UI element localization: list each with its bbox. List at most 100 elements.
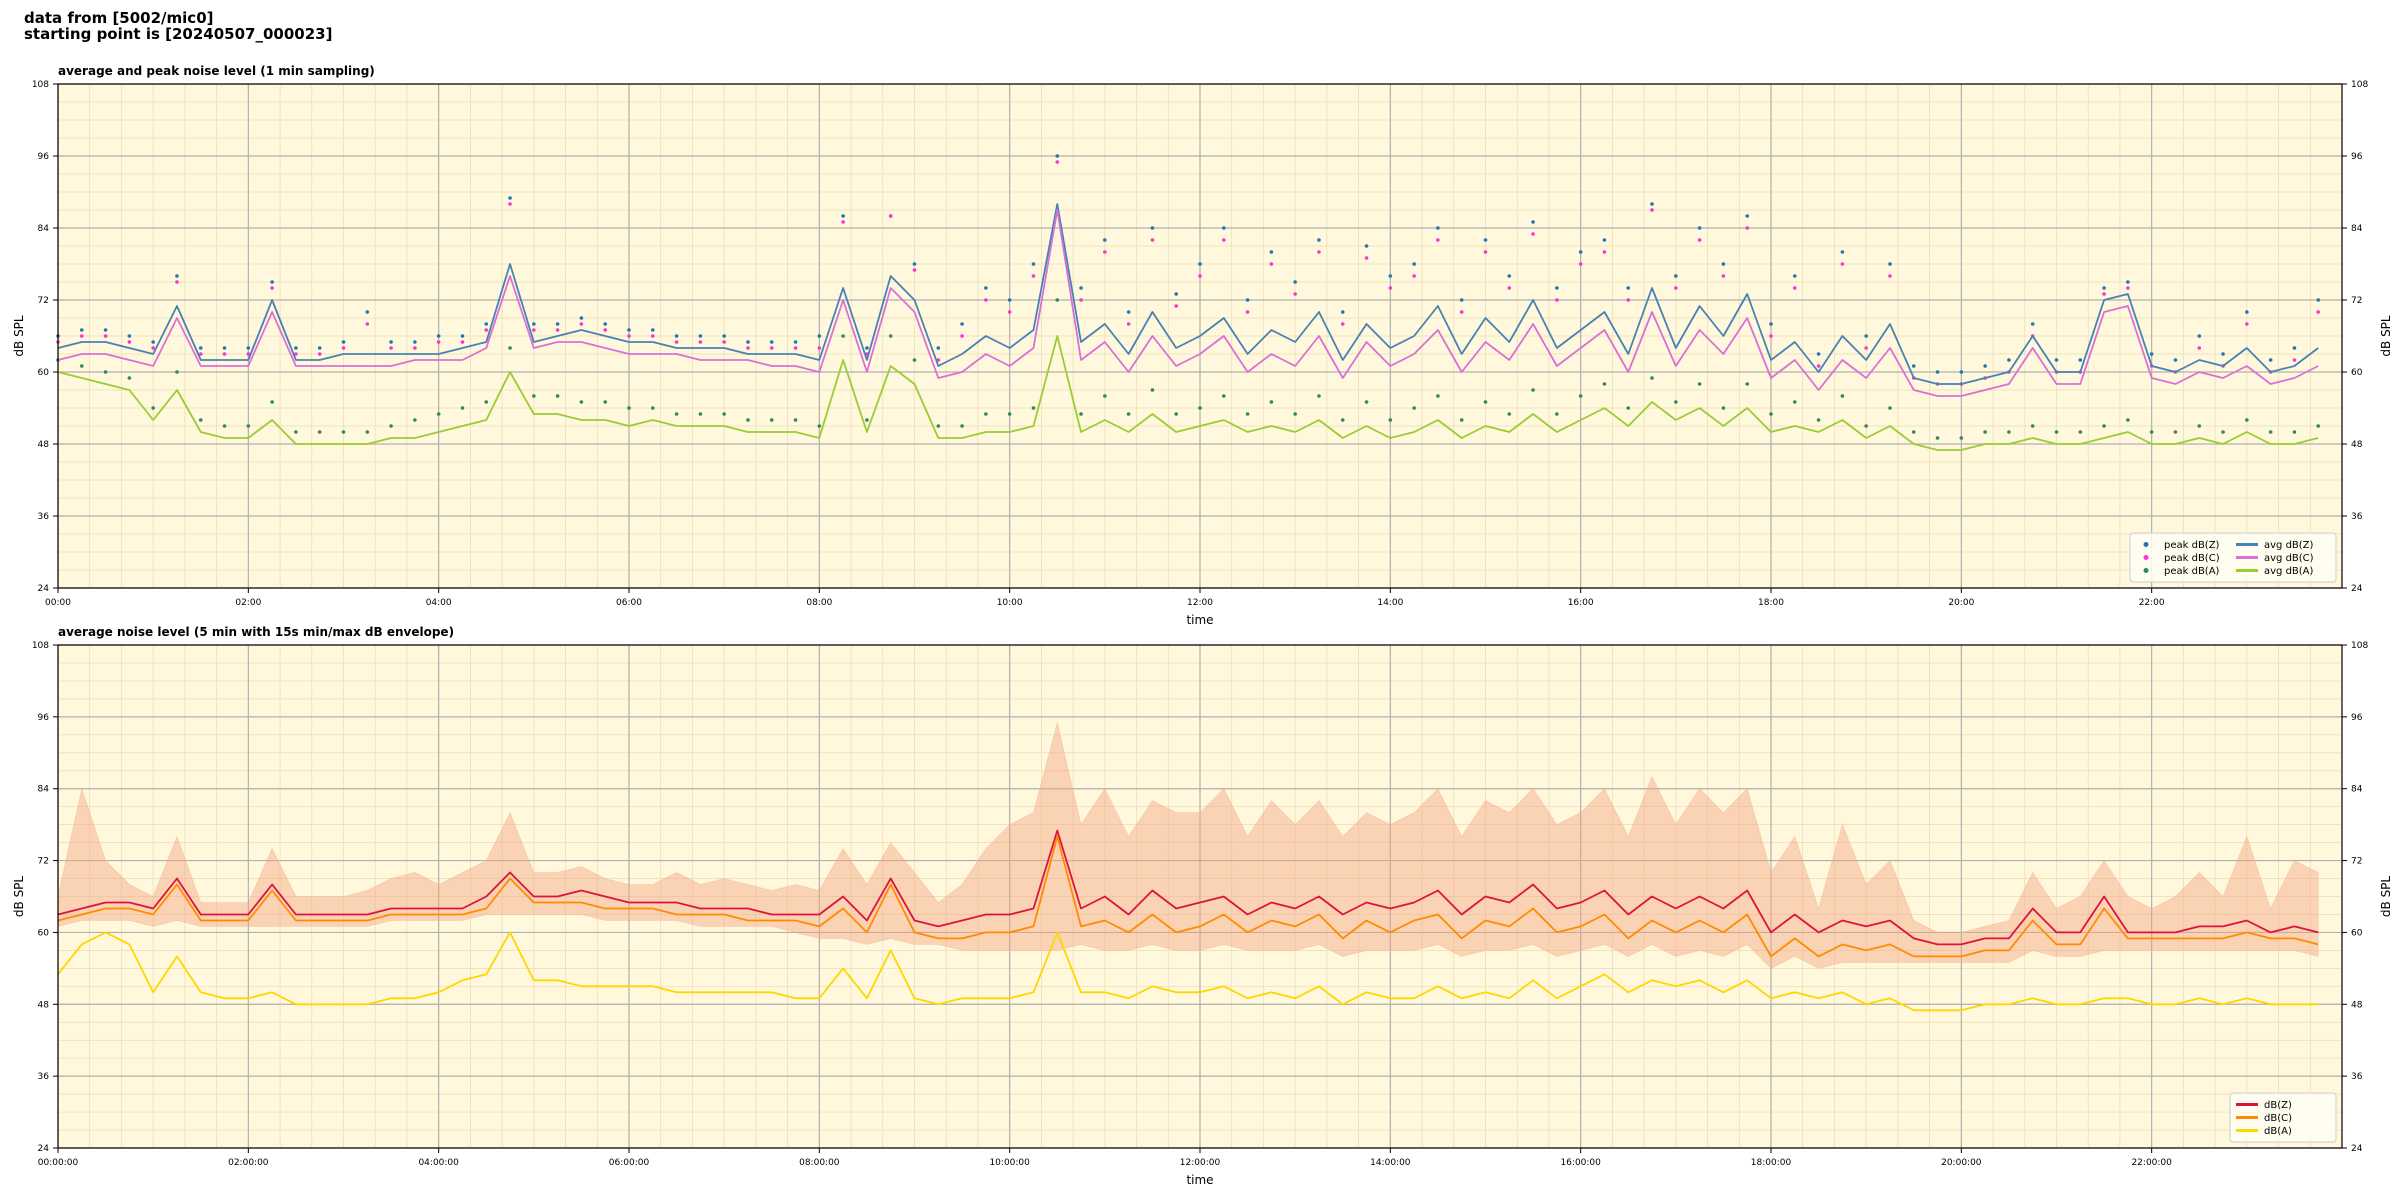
peak-point — [1792, 400, 1797, 404]
peak-point — [1150, 388, 1155, 392]
peak-point — [912, 358, 917, 362]
chart: 00:00 02:00 04:00 06:00 08:00 10:00 12:00 14:00… — [12, 64, 2393, 627]
peak-point — [1745, 226, 1750, 230]
y-tick-label: 24 — [2351, 1144, 2363, 1154]
x-tick-label: 06:00:00 — [609, 1158, 650, 1168]
peak-point — [888, 214, 893, 218]
peak-point — [1555, 286, 1559, 290]
peak-point — [2221, 352, 2225, 356]
y-tick-label: 72 — [2351, 296, 2362, 306]
peak-point — [603, 400, 608, 404]
peak-point — [2030, 424, 2035, 428]
peak-point — [1269, 250, 1274, 254]
peak-point — [2268, 358, 2273, 362]
series-line — [57, 829, 2319, 946]
series-line — [57, 203, 2319, 385]
x-tick-label: 18:00:00 — [1751, 1158, 1792, 1168]
peak-point — [746, 346, 750, 350]
peak-point — [1983, 364, 1987, 368]
peak-point — [698, 412, 703, 416]
peak-point — [2245, 310, 2249, 314]
peak-point — [1293, 292, 1297, 296]
peak-point — [1055, 160, 1060, 164]
peak-point — [341, 430, 346, 434]
y-tick-label: 96 — [2351, 152, 2363, 162]
chart-title: average noise level (5 min with 15s min/… — [58, 625, 454, 639]
peak-point — [2126, 418, 2130, 422]
peak-point — [1007, 412, 1012, 416]
peak-point — [2102, 286, 2106, 290]
y-tick-label: 72 — [38, 296, 49, 306]
x-tick-label: 20:00 — [1948, 598, 1974, 608]
peak-point — [1079, 412, 1083, 416]
legend-marker — [2143, 555, 2149, 560]
peak-point — [1578, 394, 1583, 398]
peak-point — [1769, 322, 1773, 326]
peak-point — [1650, 376, 1654, 380]
peak-point — [1221, 394, 1226, 398]
y-tick-label: 84 — [2351, 224, 2363, 234]
peak-point — [79, 328, 84, 332]
peak-point — [2292, 358, 2297, 362]
x-tick-label: 02:00:00 — [228, 1158, 269, 1168]
x-tick-label: 22:00 — [2139, 598, 2165, 608]
peak-point — [2007, 358, 2011, 362]
peak-point — [413, 340, 417, 344]
x-tick-label: 00:00:00 — [38, 1158, 79, 1168]
peak-point — [555, 394, 560, 398]
peak-point — [2316, 310, 2321, 314]
peak-point — [1198, 406, 1202, 410]
chart-title: average and peak noise level (1 min samp… — [58, 64, 375, 78]
peak-point — [722, 412, 726, 416]
peak-point — [1721, 274, 1726, 278]
peak-point — [769, 340, 774, 344]
y-axis-label: dB SPL — [2379, 315, 2393, 357]
peak-point — [627, 334, 631, 338]
x-tick-label: 10:00:00 — [989, 1158, 1030, 1168]
peak-point — [1721, 262, 1726, 266]
peak-point — [484, 400, 489, 404]
peak-point — [175, 274, 179, 278]
peak-point — [817, 424, 822, 428]
y-tick-label: 72 — [2351, 857, 2362, 867]
peak-point — [1126, 412, 1131, 416]
peak-point — [484, 328, 489, 332]
peak-point — [1364, 256, 1369, 260]
peak-point — [127, 376, 132, 380]
peak-point — [1031, 274, 1036, 278]
peak-point — [1269, 400, 1274, 404]
x-tick-label: 16:00 — [1568, 598, 1594, 608]
peak-point — [912, 268, 917, 272]
peak-point — [1245, 298, 1250, 302]
peak-point — [555, 322, 560, 326]
peak-point — [198, 418, 203, 422]
peak-point — [317, 430, 322, 434]
peak-point — [341, 346, 346, 350]
y-tick-label: 108 — [2351, 641, 2368, 651]
x-tick-label: 12:00:00 — [1180, 1158, 1221, 1168]
peak-point — [1221, 226, 1226, 230]
x-tick-label: 08:00:00 — [799, 1158, 840, 1168]
peak-point — [460, 406, 465, 410]
peak-point — [460, 340, 465, 344]
peak-point — [984, 286, 988, 290]
peak-point — [1364, 400, 1369, 404]
peak-point — [817, 346, 822, 350]
peak-point — [413, 418, 417, 422]
peak-point — [2054, 430, 2059, 434]
peak-point — [436, 334, 441, 338]
peak-point — [722, 334, 726, 338]
peak-point — [936, 424, 941, 428]
peak-point — [603, 328, 608, 332]
peak-point — [2078, 358, 2083, 362]
peak-point — [2245, 418, 2249, 422]
y-axis-label: dB SPL — [2379, 876, 2393, 918]
peak-point — [960, 322, 964, 326]
peak-point — [1769, 412, 1773, 416]
legend-label: avg dB(A) — [2264, 566, 2314, 577]
peak-point — [1126, 310, 1131, 314]
peak-point — [1840, 250, 1845, 254]
peak-point — [1245, 310, 1250, 314]
peak-point — [1388, 274, 1393, 278]
peak-point — [984, 298, 988, 302]
